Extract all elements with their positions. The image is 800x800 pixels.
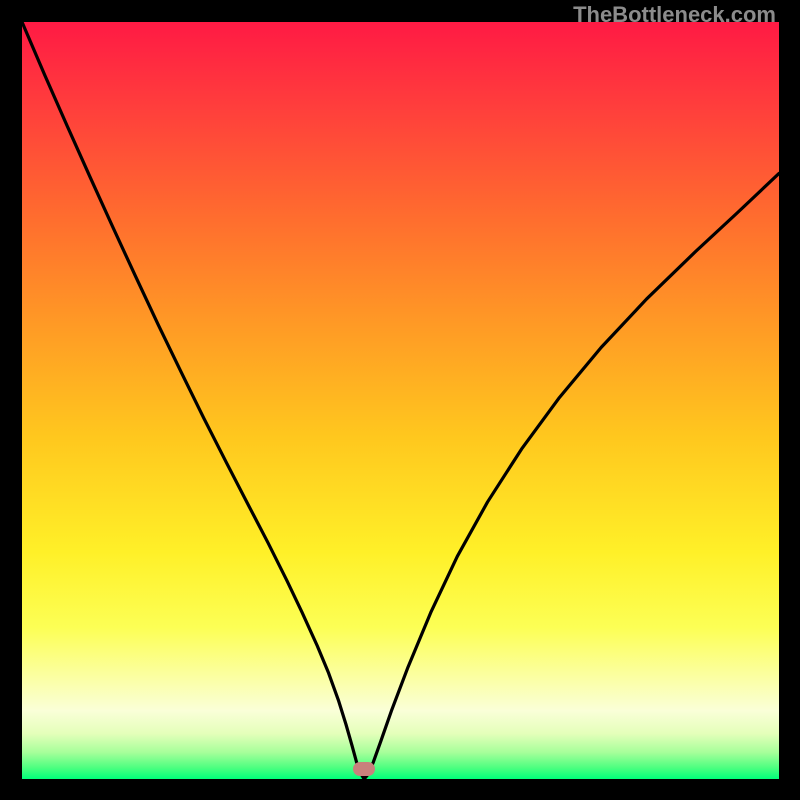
optimal-point-marker xyxy=(353,762,375,776)
watermark-text: TheBottleneck.com xyxy=(573,2,776,28)
bottleneck-curve-path xyxy=(22,22,779,779)
bottleneck-curve-svg xyxy=(22,22,779,779)
plot-area xyxy=(22,22,779,779)
figure-frame: TheBottleneck.com xyxy=(0,0,800,800)
